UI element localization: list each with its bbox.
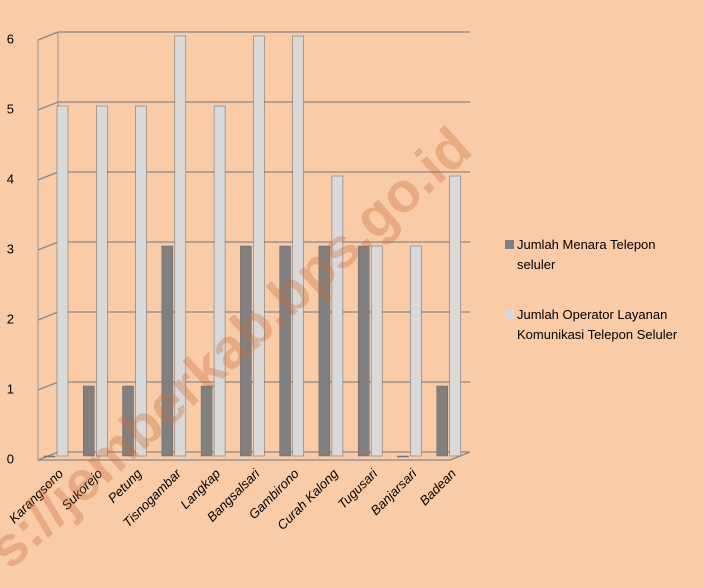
y-tick-label: 1 [7,381,14,396]
grid-line [37,31,470,41]
floor [38,451,471,461]
y-tick-label: 2 [7,311,14,326]
bar [410,245,422,457]
bar [83,385,95,457]
bar [213,105,226,457]
bar [279,245,291,457]
bar [357,245,370,457]
bar [200,385,213,457]
y-tick-label: 0 [7,451,14,466]
legend-label: Jumlah Menara Telepon seluler [517,237,656,272]
y-tick-label: 4 [7,171,14,186]
bar [318,245,331,457]
bar [161,245,174,457]
legend-swatch [505,310,514,319]
bar [292,35,304,457]
bar [397,455,409,458]
bar [331,175,344,457]
bar [135,105,147,457]
bar [370,245,383,457]
y-tick-label: 5 [7,101,14,116]
bar [96,105,108,457]
bar [56,105,69,457]
legend-swatch [505,240,514,249]
legend-entry: Jumlah Operator Layanan Komunikasi Telep… [505,305,695,345]
x-tick-label: Badean [417,466,459,508]
grid-line [37,101,470,111]
y-tick-label: 6 [7,31,14,46]
bar [240,245,252,457]
bar [174,35,187,457]
bar [253,35,265,457]
bar [449,175,461,457]
bar [436,385,448,457]
legend-label: Jumlah Operator Layanan Komunikasi Telep… [517,307,678,342]
bar [43,455,56,458]
bar [122,385,134,457]
y-tick-label: 3 [7,241,14,256]
legend-entry: Jumlah Menara Telepon seluler [505,235,695,275]
